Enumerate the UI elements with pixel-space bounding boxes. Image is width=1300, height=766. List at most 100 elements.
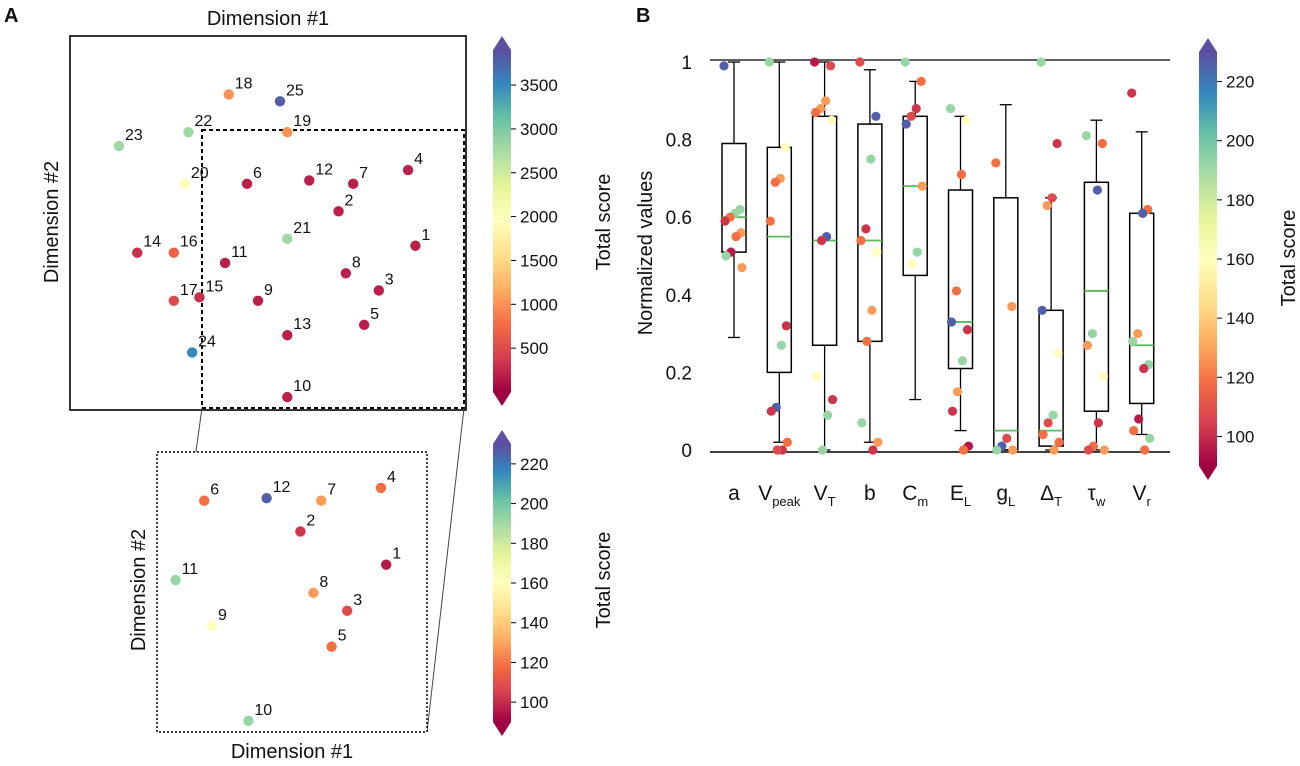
box-point bbox=[776, 340, 786, 350]
zoom-point-label: 4 bbox=[387, 469, 396, 486]
box-point bbox=[770, 177, 780, 187]
zoom-scatter-ylabel: Dimension #2 bbox=[128, 529, 150, 651]
box-1: Vpeak bbox=[758, 57, 801, 509]
box-point bbox=[828, 394, 838, 405]
zoom-point-10 bbox=[243, 715, 254, 727]
box-category-label: EL bbox=[950, 482, 971, 509]
box-point bbox=[1037, 305, 1047, 315]
box-point bbox=[1054, 437, 1064, 447]
box-point bbox=[826, 61, 836, 71]
box-point bbox=[916, 76, 926, 86]
main-point-label: 20 bbox=[191, 165, 209, 182]
box-point bbox=[912, 247, 922, 257]
main-point-13 bbox=[282, 330, 293, 341]
main-point-12 bbox=[304, 175, 315, 186]
zoom-point-4 bbox=[375, 482, 387, 494]
main-point-label: 24 bbox=[198, 333, 216, 350]
zoom-scatter-xlabel: Dimension #1 bbox=[231, 741, 353, 763]
box-point bbox=[906, 111, 916, 121]
box-4: Cm bbox=[900, 57, 928, 509]
main-point-22 bbox=[183, 127, 194, 138]
zoom-point-label: 5 bbox=[338, 628, 347, 645]
box-point bbox=[1128, 336, 1138, 346]
main-point-15 bbox=[194, 292, 205, 303]
boxplot-ytick-label: 1 bbox=[681, 53, 692, 74]
box-category-label: ΔT bbox=[1040, 482, 1062, 509]
colorbar-main-tick-label: 2500 bbox=[520, 164, 558, 183]
box-point bbox=[1092, 185, 1102, 195]
main-point-21 bbox=[282, 233, 293, 245]
main-point-label: 25 bbox=[286, 82, 304, 99]
colorbar-zoom-tick-label: 180 bbox=[520, 534, 548, 553]
main-point-24 bbox=[186, 347, 198, 358]
box-category-name: g bbox=[996, 482, 1008, 505]
zoom-point-label: 10 bbox=[254, 702, 272, 719]
box-point bbox=[811, 107, 821, 118]
box-point bbox=[871, 111, 881, 121]
box-category-name: V bbox=[758, 482, 772, 505]
box-6: gL bbox=[991, 104, 1019, 509]
box-point bbox=[962, 325, 973, 335]
zoom-point-12 bbox=[261, 492, 272, 504]
main-point-label: 22 bbox=[194, 113, 212, 130]
box-category-label: a bbox=[728, 482, 740, 505]
box-category-label: Cm bbox=[902, 482, 928, 509]
colorbar-boxplot-tick-label: 180 bbox=[1226, 191, 1254, 210]
box-point bbox=[818, 445, 828, 455]
box-point bbox=[1049, 445, 1059, 455]
box-body bbox=[993, 197, 1019, 451]
box-point bbox=[1036, 57, 1046, 67]
main-point-label: 6 bbox=[253, 165, 262, 182]
main-point-19 bbox=[282, 127, 293, 138]
main-point-25 bbox=[274, 96, 286, 107]
box-category-name: V bbox=[1133, 482, 1147, 505]
colorbar-main-label: Total score bbox=[593, 174, 615, 271]
main-point-16 bbox=[168, 247, 180, 258]
box-2: VT bbox=[810, 57, 838, 509]
main-point-9 bbox=[252, 295, 264, 306]
zoom-point-3 bbox=[342, 605, 353, 616]
box-point bbox=[856, 235, 866, 246]
box-category-name: b bbox=[864, 482, 876, 505]
box-point bbox=[721, 251, 731, 261]
colorbar-main-tick-label: 3500 bbox=[520, 76, 558, 95]
zoom-point-label: 2 bbox=[306, 512, 315, 529]
zoom-point-label: 11 bbox=[182, 561, 199, 578]
box-point bbox=[772, 445, 782, 455]
box-point bbox=[900, 57, 910, 67]
zoom-point-label: 8 bbox=[319, 574, 328, 591]
colorbar-boxplot-tick-label: 220 bbox=[1226, 73, 1254, 92]
zoom-point-label: 9 bbox=[218, 607, 227, 624]
main-point-23 bbox=[113, 140, 125, 152]
main-point-7 bbox=[347, 178, 359, 190]
main-point-17 bbox=[168, 295, 180, 306]
box-category-subscript: T bbox=[1054, 494, 1062, 509]
box-3: b bbox=[855, 57, 883, 505]
main-point-label: 7 bbox=[359, 165, 368, 182]
box-point bbox=[867, 305, 877, 315]
zoom-connector-right bbox=[426, 407, 465, 733]
colorbar-zoom-gradient bbox=[493, 444, 511, 722]
colorbar-boxplot-tick-label: 140 bbox=[1226, 309, 1254, 328]
box-category-label: Vr bbox=[1133, 482, 1152, 509]
zoom-point-7 bbox=[316, 495, 327, 506]
boxplot: Normalized values 00.20.40.60.81 a Vpeak V… bbox=[635, 53, 1170, 509]
colorbar-boxplot-gradient bbox=[1199, 52, 1217, 466]
main-point-label: 16 bbox=[180, 234, 198, 251]
panel-label-a: A bbox=[4, 5, 18, 27]
main-point-label: 5 bbox=[370, 306, 379, 323]
colorbar-boxplot-tick-label: 200 bbox=[1226, 132, 1254, 151]
box-9: Vr bbox=[1127, 88, 1155, 509]
box-category-name: C bbox=[902, 482, 917, 505]
main-point-label: 17 bbox=[180, 282, 198, 299]
box-point bbox=[901, 119, 911, 129]
main-point-label: 11 bbox=[231, 244, 248, 261]
zoom-point-label: 12 bbox=[273, 479, 291, 496]
main-point-label: 8 bbox=[352, 254, 361, 271]
box-point bbox=[731, 232, 741, 242]
zoom-point-6 bbox=[199, 495, 210, 506]
boxplot-ytick-label: 0.2 bbox=[666, 363, 692, 384]
box-category-subscript: L bbox=[964, 494, 971, 509]
box-point bbox=[1007, 301, 1017, 312]
